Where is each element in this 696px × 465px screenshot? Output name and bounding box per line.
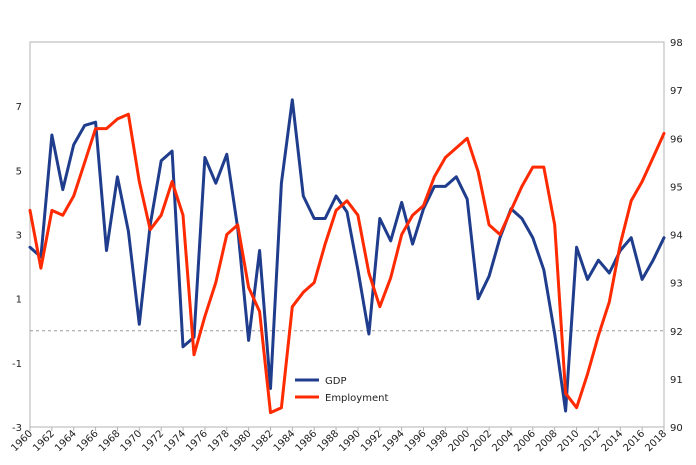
x-tick-label: 1980	[228, 428, 254, 454]
x-tick-label: 1962	[31, 428, 57, 454]
left-tick-label: 3	[16, 231, 22, 242]
left-tick-label: -1	[12, 359, 22, 370]
x-tick-label: 1998	[425, 428, 451, 454]
x-tick-label: 1988	[315, 428, 341, 454]
series-group	[28, 98, 666, 415]
x-tick-label: 1968	[97, 428, 123, 454]
right-tick-label: 93	[670, 279, 683, 290]
x-tick-label: 1992	[359, 428, 385, 454]
right-tick-label: 95	[670, 182, 683, 193]
x-tick-label: 1972	[141, 428, 167, 454]
x-tick-label: 2014	[600, 428, 626, 454]
x-tick-label: 1982	[250, 428, 276, 454]
left-axis-ticks: -3 -1 1 3 5 7	[12, 102, 22, 434]
left-tick-label: 7	[16, 102, 22, 113]
legend: GDP Employment	[295, 376, 388, 404]
x-tick-label: 2012	[578, 428, 604, 454]
x-tick-label: 1978	[206, 428, 232, 454]
plot-border	[29, 41, 665, 428]
x-tick-label: 2010	[556, 428, 582, 454]
x-axis-ticks: 1960196219641966196819701972197419761978…	[9, 427, 669, 454]
x-tick-label: 1964	[53, 428, 79, 454]
x-tick-label: 2016	[621, 428, 647, 454]
right-axis-ticks: 90 91 92 93 94 95 96 97 98	[670, 38, 683, 434]
series-line-gdp	[28, 98, 666, 413]
right-tick-label: 90	[670, 423, 683, 434]
right-tick-label: 91	[670, 375, 683, 386]
x-tick-label: 1990	[337, 428, 363, 454]
x-tick-label: 2000	[447, 428, 473, 454]
x-tick-label: 2018	[643, 428, 669, 454]
plot-frame	[29, 41, 665, 428]
legend-label-gdp: GDP	[325, 376, 346, 387]
right-tick-label: 98	[670, 38, 683, 49]
right-tick-label: 97	[670, 86, 683, 97]
x-tick-label: 1984	[272, 428, 298, 454]
x-tick-label: 2002	[468, 428, 494, 454]
right-tick-label: 92	[670, 327, 683, 338]
x-tick-label: 1974	[162, 428, 188, 454]
right-tick-label: 96	[670, 134, 683, 145]
x-tick-label: 1994	[381, 428, 407, 454]
x-tick-label: 1966	[75, 428, 101, 454]
x-tick-label: 1986	[294, 428, 320, 454]
left-tick-label: 1	[16, 295, 22, 306]
x-tick-label: 2008	[534, 428, 560, 454]
x-tick-label: 1996	[403, 428, 429, 454]
x-tick-label: 2006	[512, 428, 538, 454]
x-tick-label: 2004	[490, 428, 516, 454]
left-tick-label: 5	[16, 166, 22, 177]
x-tick-label: 1970	[119, 428, 145, 454]
x-tick-label: 1976	[184, 428, 210, 454]
left-tick-label: -3	[12, 423, 22, 434]
right-tick-label: 94	[670, 231, 683, 242]
legend-label-employment: Employment	[325, 393, 388, 404]
series-line-employment	[28, 112, 666, 415]
